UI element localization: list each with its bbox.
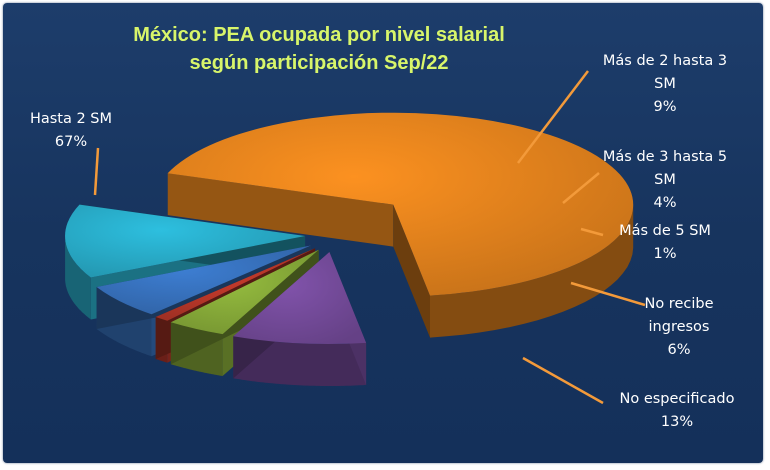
pie-chart: México: PEA ocupada por nivel salarial s… — [30, 24, 735, 430]
data-label-5: No especificado 13% — [620, 391, 735, 430]
data-label-2-line-2: 4% — [653, 195, 676, 211]
data-label-0-line-0: Hasta 2 SM — [30, 111, 112, 127]
slice-top-face — [233, 252, 367, 344]
chart-area: México: PEA ocupada por nivel salarial s… — [3, 3, 763, 463]
data-label-5-line-0: No especificado — [620, 391, 735, 407]
data-label-2-line-0: Más de 3 hasta 5 — [603, 149, 727, 165]
leader-line-5 — [522, 356, 604, 405]
slice-top-face — [96, 245, 311, 315]
data-label-3: Más de 5 SM 1% — [619, 223, 711, 262]
data-label-4-line-2: 6% — [667, 342, 690, 358]
slice-top-face — [170, 249, 319, 335]
data-label-0-line-1: 67% — [55, 134, 87, 150]
data-label-1-line-2: 9% — [653, 99, 676, 115]
data-label-2-line-1: SM — [654, 172, 676, 188]
slice-top-face — [155, 248, 316, 321]
leader-lines — [93, 70, 646, 405]
pie-slice-1 — [233, 252, 367, 386]
data-label-4-line-1: ingresos — [649, 319, 710, 335]
leader-line-1 — [517, 70, 589, 164]
data-label-1: Más de 2 hasta 3 SM 9% — [603, 53, 727, 115]
pie-slice-0 — [167, 112, 634, 338]
data-label-4-line-0: No recibe — [644, 296, 713, 312]
leader-line-2 — [562, 172, 600, 204]
chart-subtitle: según participación Sep/22 — [190, 52, 449, 74]
chart-title: México: PEA ocupada por nivel salarial s… — [133, 24, 505, 74]
slice-side-wall — [65, 235, 91, 320]
slice-cut-face — [393, 204, 430, 338]
leader-line-3 — [580, 227, 604, 237]
slice-top-face — [167, 112, 634, 296]
leader-line-0 — [93, 147, 100, 196]
slice-top-face — [65, 204, 306, 278]
leader-line-4 — [570, 281, 646, 307]
data-label-1-line-0: Más de 2 hasta 3 — [603, 53, 727, 69]
pie-slices — [65, 112, 634, 386]
data-label-3-line-1: 1% — [653, 246, 676, 262]
data-label-5-line-1: 13% — [661, 414, 693, 430]
data-label-3-line-0: Más de 5 SM — [619, 223, 711, 239]
chart-title-line-1: México: PEA ocupada por nivel salarial — [133, 24, 505, 46]
data-label-0: Hasta 2 SM 67% — [30, 111, 112, 150]
slice-cut-face — [167, 173, 394, 247]
data-label-1-line-1: SM — [654, 76, 676, 92]
slice-side-wall — [430, 205, 634, 338]
data-label-2: Más de 3 hasta 5 SM 4% — [603, 149, 727, 211]
data-label-4: No recibe ingresos 6% — [644, 296, 713, 358]
